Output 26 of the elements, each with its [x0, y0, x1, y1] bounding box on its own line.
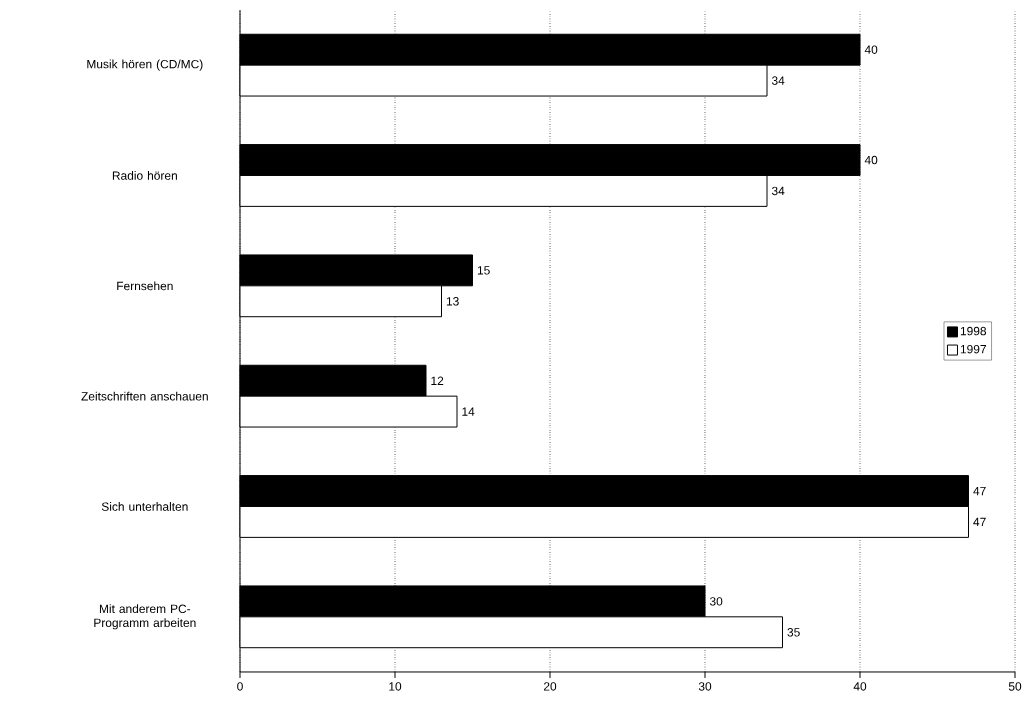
x-tick-label: 0	[237, 682, 243, 691]
data-label: 14	[462, 407, 475, 416]
legend-label: 1998	[960, 326, 987, 336]
data-label: 47	[973, 486, 986, 496]
legend-label: 1997	[960, 344, 986, 354]
y-tick-label: Zeitschriften anschauen	[81, 391, 208, 401]
data-label: 40	[864, 45, 878, 54]
y-tick-label: Sich unterhalten	[101, 502, 188, 511]
y-tick-label: Fernsehen	[117, 281, 173, 291]
data-label: 34	[771, 76, 785, 85]
data-label: 13	[446, 297, 459, 306]
data-label: 30	[709, 597, 723, 606]
data-label: 35	[787, 628, 800, 637]
data-label: 15	[477, 266, 490, 275]
y-tick-label: Mit anderem PC-Programm arbeiten	[94, 604, 196, 630]
x-tick-label: 10	[389, 682, 402, 691]
x-tick-label: 30	[698, 682, 712, 691]
x-tick-label: 50	[1008, 682, 1022, 691]
x-tick-label: 20	[543, 682, 557, 691]
data-label: 34	[771, 186, 785, 196]
y-tick-label: Musik hören (CD/MC)	[87, 59, 203, 71]
x-tick-label: 40	[853, 682, 867, 691]
y-tick-label: Radio hören	[112, 171, 177, 180]
data-label: 47	[973, 517, 986, 527]
data-label: 12	[431, 376, 444, 385]
data-label: 40	[864, 155, 878, 165]
